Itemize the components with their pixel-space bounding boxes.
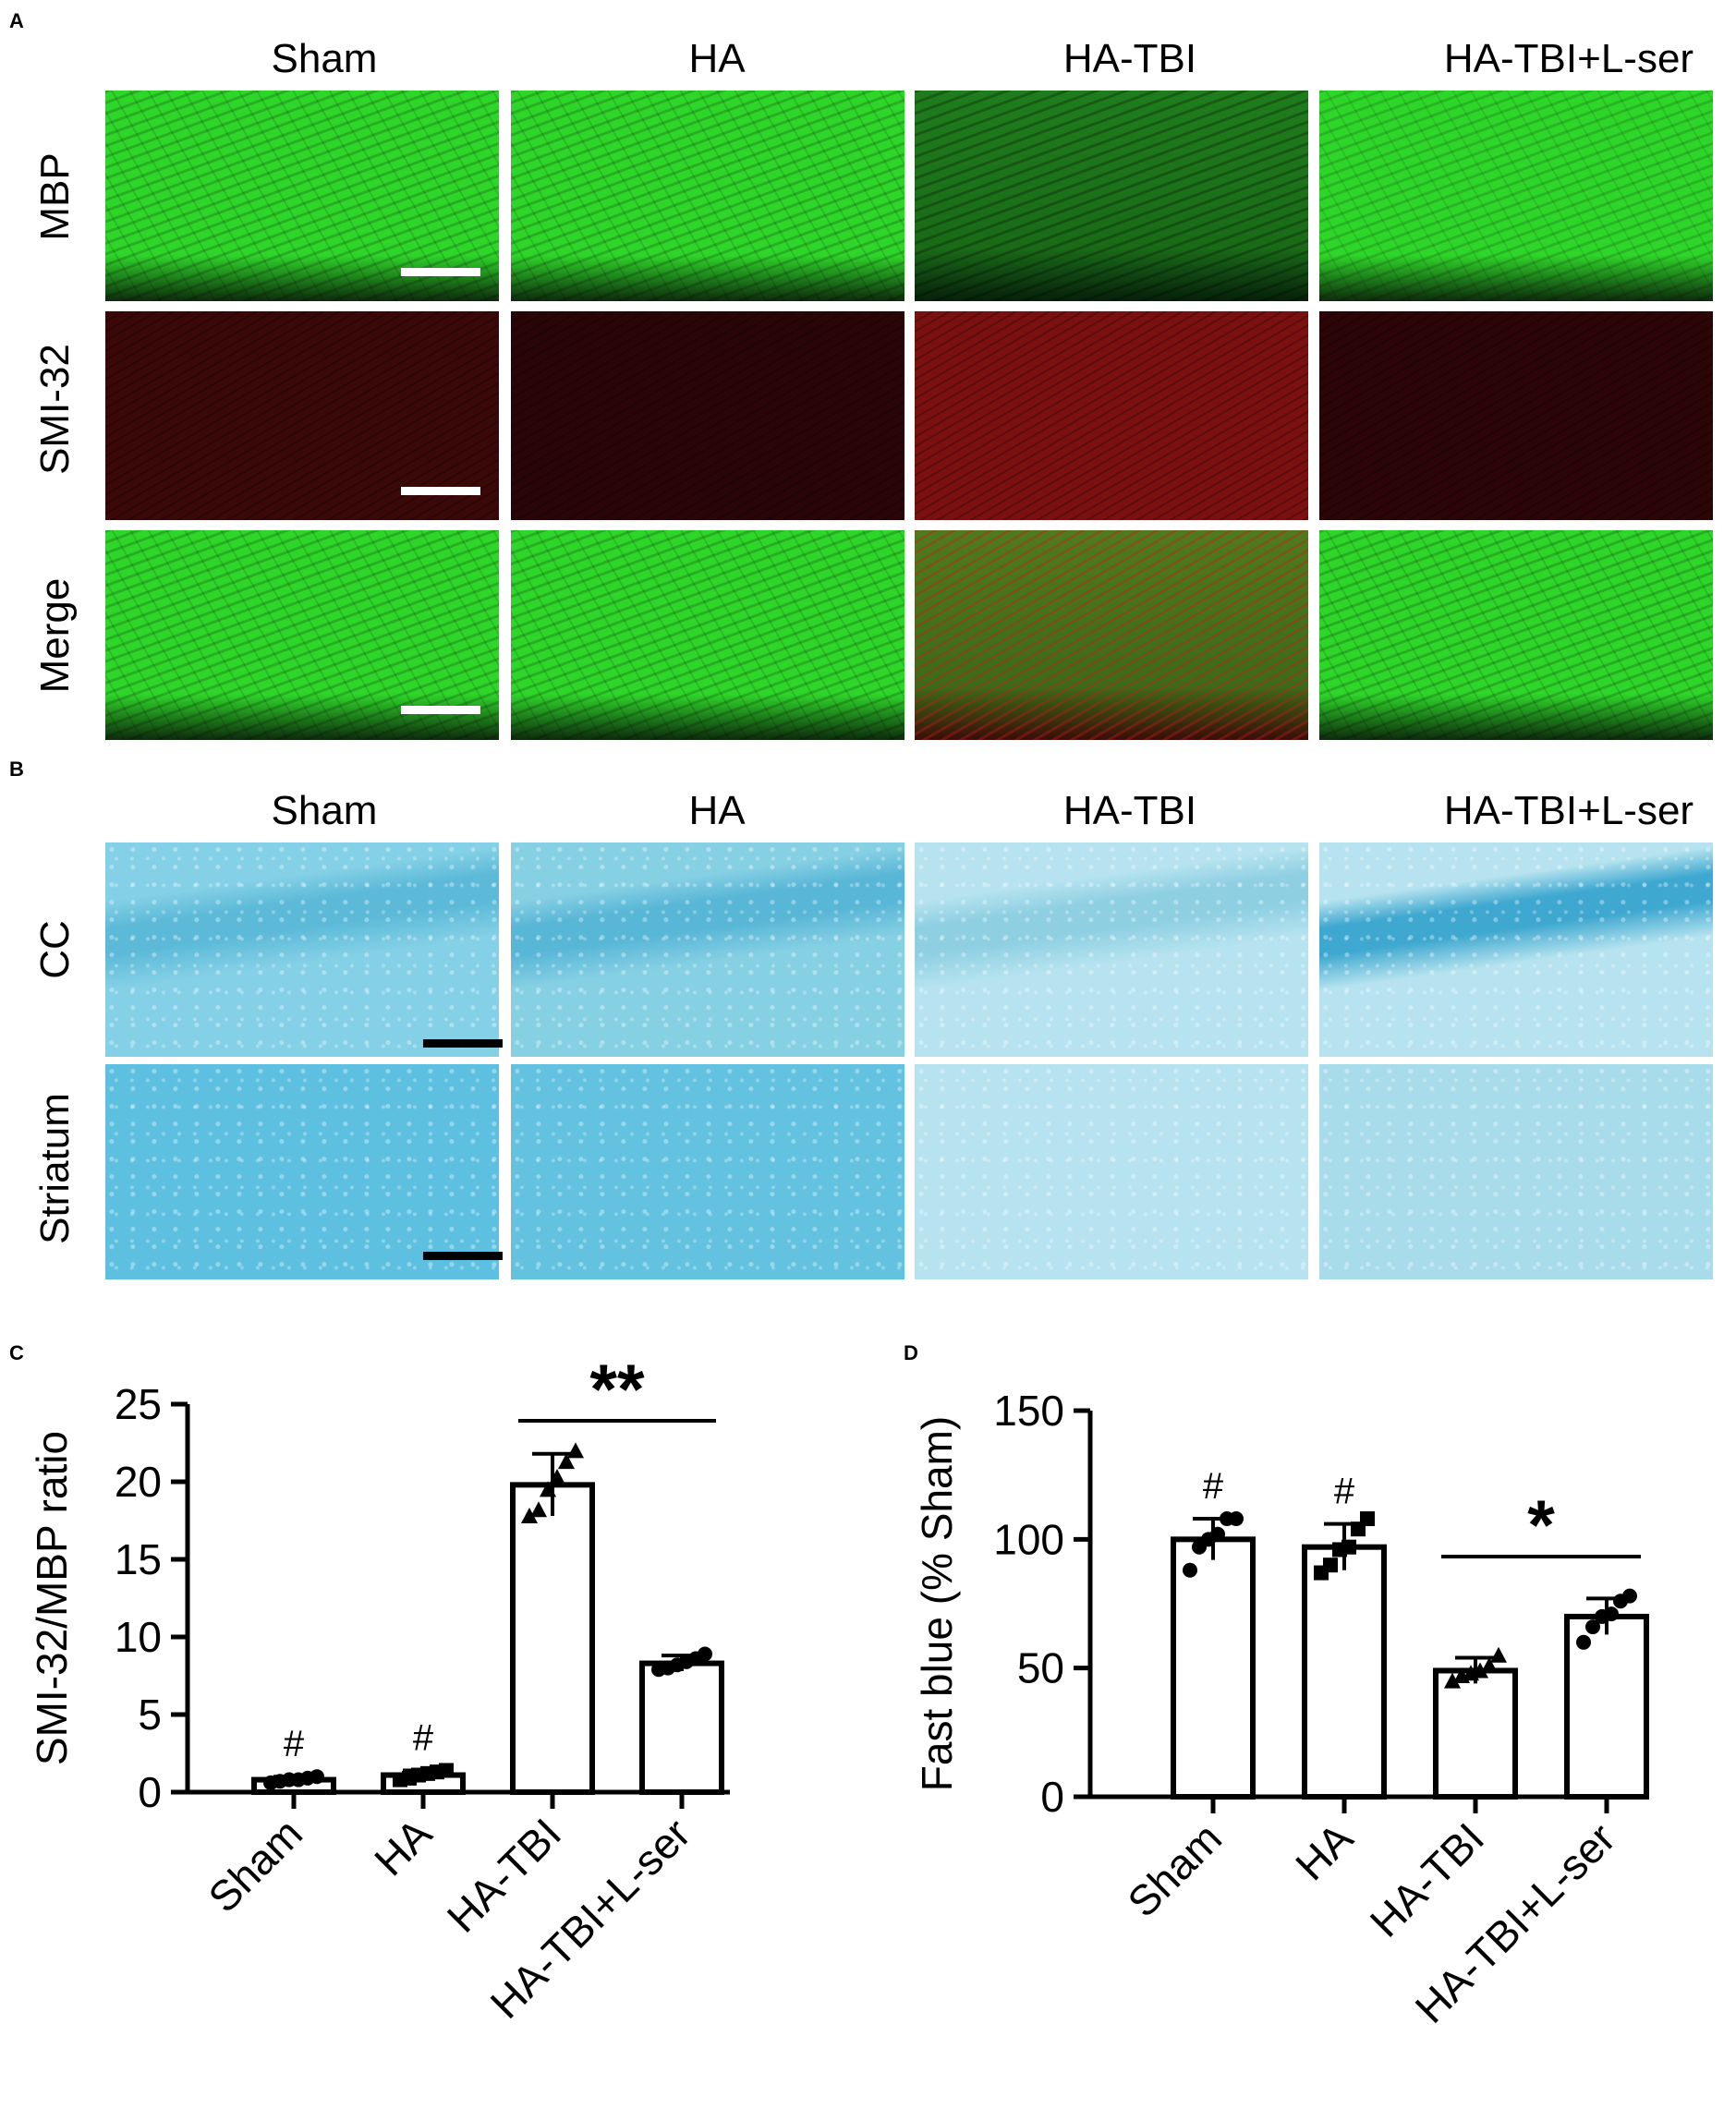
chart-d-bracket-label-0: *	[1527, 1486, 1555, 1565]
panel-b-tile-cc-1	[105, 842, 499, 1057]
panel-b-tile-striatum-1	[105, 1064, 499, 1279]
chart-d-xtick-label-2: HA-TBI	[1361, 1813, 1493, 1945]
chart-d-sig-1: #	[1334, 1472, 1355, 1512]
chart-c-sig-1: #	[413, 1717, 434, 1758]
panel-a-row-merge: Merge	[32, 577, 78, 694]
chart-d-point-0-3	[1210, 1526, 1225, 1542]
panel-b-col-ha-tbi: HA-TBI	[1062, 788, 1197, 833]
chart-d-ytick-label-0: 0	[1040, 1773, 1064, 1821]
panel-b-scalebar-2	[423, 1252, 503, 1260]
chart-c-xtick-label-0: Sham	[199, 1809, 311, 1921]
panel-letter-c: C	[9, 1341, 24, 1364]
panel-letter-a: A	[9, 9, 24, 32]
chart-d-bar-0	[1171, 1536, 1256, 1800]
panel-a-scalebar-2	[401, 487, 480, 495]
panel-a-col-ha: HA	[688, 36, 746, 81]
panel-a-tile-merge-1	[105, 530, 499, 740]
panel-b-col-ha-tbi-lser: HA-TBI+L-ser	[1443, 788, 1694, 833]
chart-c-point-2-2	[540, 1481, 556, 1497]
chart-c-xtick-label-1: HA	[365, 1809, 441, 1885]
chart-d-ylabel: Fast blue (% Sham)	[913, 1416, 961, 1791]
chart-d-point-1-3	[1341, 1539, 1356, 1555]
panel-letter-d: D	[904, 1341, 918, 1364]
chart-c-ytick-label-4: 20	[115, 1458, 162, 1506]
chart-d-point-3-3	[1604, 1606, 1619, 1622]
panel-a-tile-mbp-4	[1319, 91, 1713, 301]
panel-b-col-sham: Sham	[271, 788, 378, 833]
chart-d-point-3-1	[1585, 1619, 1600, 1635]
chart-d-point-2-5	[1490, 1646, 1507, 1663]
chart-c-point-2-4	[558, 1453, 575, 1470]
panel-a-tile-smi-32-4	[1319, 311, 1713, 520]
panel-a-row-mbp: MBP	[32, 152, 78, 241]
chart-d-point-2-4	[1481, 1656, 1498, 1673]
chart-c-ytick-label-2: 10	[115, 1613, 162, 1661]
chart-d-bar-2	[1433, 1667, 1518, 1800]
chart-d-xtick-label-0: Sham	[1118, 1813, 1231, 1926]
chart-c-xtick-label-2: HA-TBI	[438, 1809, 570, 1941]
chart-c-point-2-5	[567, 1442, 584, 1459]
panel-b-tile-cc-2	[511, 842, 904, 1057]
chart-d-bar-1	[1302, 1544, 1387, 1800]
chart-c-point-2-1	[530, 1501, 547, 1518]
panel-a-tile-smi-32-2	[511, 311, 904, 520]
chart-c-bar-2	[510, 1482, 595, 1796]
panel-a-tile-mbp-2	[511, 91, 904, 301]
chart-d-point-3-0	[1576, 1634, 1591, 1650]
chart-d-ytick-label-1: 50	[1017, 1644, 1064, 1692]
chart-c-bracket-label-0: **	[589, 1351, 645, 1429]
chart-c-point-1-5	[439, 1763, 454, 1778]
panel-a-tile-smi-32-1	[105, 311, 499, 520]
chart-c-point-2-0	[521, 1507, 538, 1523]
panel-b-tile-striatum-3	[915, 1064, 1308, 1279]
panel-a-scalebar-1	[401, 268, 480, 276]
panel-a-tile-merge-4	[1319, 530, 1713, 740]
chart-d-ytick-label-3: 150	[993, 1387, 1064, 1435]
chart-d-point-1-5	[1360, 1511, 1375, 1527]
panel-b-tile-cc-4	[1319, 842, 1713, 1057]
panel-b-tile-striatum-2	[511, 1064, 904, 1279]
chart-d-ytick-label-2: 100	[993, 1515, 1064, 1563]
panel-b-row-cc: CC	[32, 920, 78, 979]
chart-d-xtick-label-1: HA	[1286, 1813, 1362, 1889]
chart-d-point-1-1	[1323, 1558, 1338, 1573]
chart-d-point-2-0	[1444, 1672, 1461, 1689]
panel-a-tile-mbp-1	[105, 91, 499, 301]
chart-d-point-2-3	[1472, 1662, 1488, 1679]
chart-c-point-3-5	[698, 1646, 712, 1662]
chart-c-point-2-3	[549, 1468, 565, 1485]
panel-b-tile-cc-3	[915, 842, 1308, 1057]
chart-c-ylabel: SMI-32/MBP ratio	[28, 1431, 76, 1765]
panel-a-col-ha-tbi: HA-TBI	[1062, 36, 1197, 81]
chart-c-bar-3	[639, 1660, 724, 1795]
chart-c-sig-0: #	[284, 1724, 305, 1764]
chart-d-point-0-5	[1229, 1511, 1244, 1527]
chart-c-ytick-label-5: 25	[115, 1380, 162, 1428]
panel-b-tile-striatum-4	[1319, 1064, 1713, 1279]
panel-a-scalebar-3	[401, 706, 480, 714]
chart-c-point-0-5	[310, 1769, 324, 1785]
panel-a-row-smi32: SMI-32	[32, 344, 78, 475]
panel-a-tile-smi-32-3	[915, 311, 1308, 520]
panel-a-tile-merge-3	[915, 530, 1308, 740]
chart-c-ytick-label-1: 5	[138, 1691, 162, 1739]
panel-a-col-sham: Sham	[271, 36, 378, 81]
panel-a-tile-merge-2	[511, 530, 904, 740]
chart-d-sig-0: #	[1203, 1466, 1224, 1507]
chart-c-ytick-label-0: 0	[138, 1768, 162, 1816]
chart-d-point-0-0	[1183, 1562, 1197, 1578]
panel-letter-b: B	[9, 758, 24, 781]
chart-d-point-3-5	[1622, 1588, 1637, 1604]
panel-a-col-ha-tbi-lser: HA-TBI+L-ser	[1443, 36, 1694, 81]
panel-b-scalebar-1	[423, 1039, 503, 1048]
chart-c-ytick-label-3: 15	[115, 1535, 162, 1583]
panel-b-col-ha: HA	[688, 788, 746, 833]
panel-b-row-striatum: Striatum	[32, 1093, 78, 1244]
panel-a-tile-mbp-3	[915, 91, 1308, 301]
